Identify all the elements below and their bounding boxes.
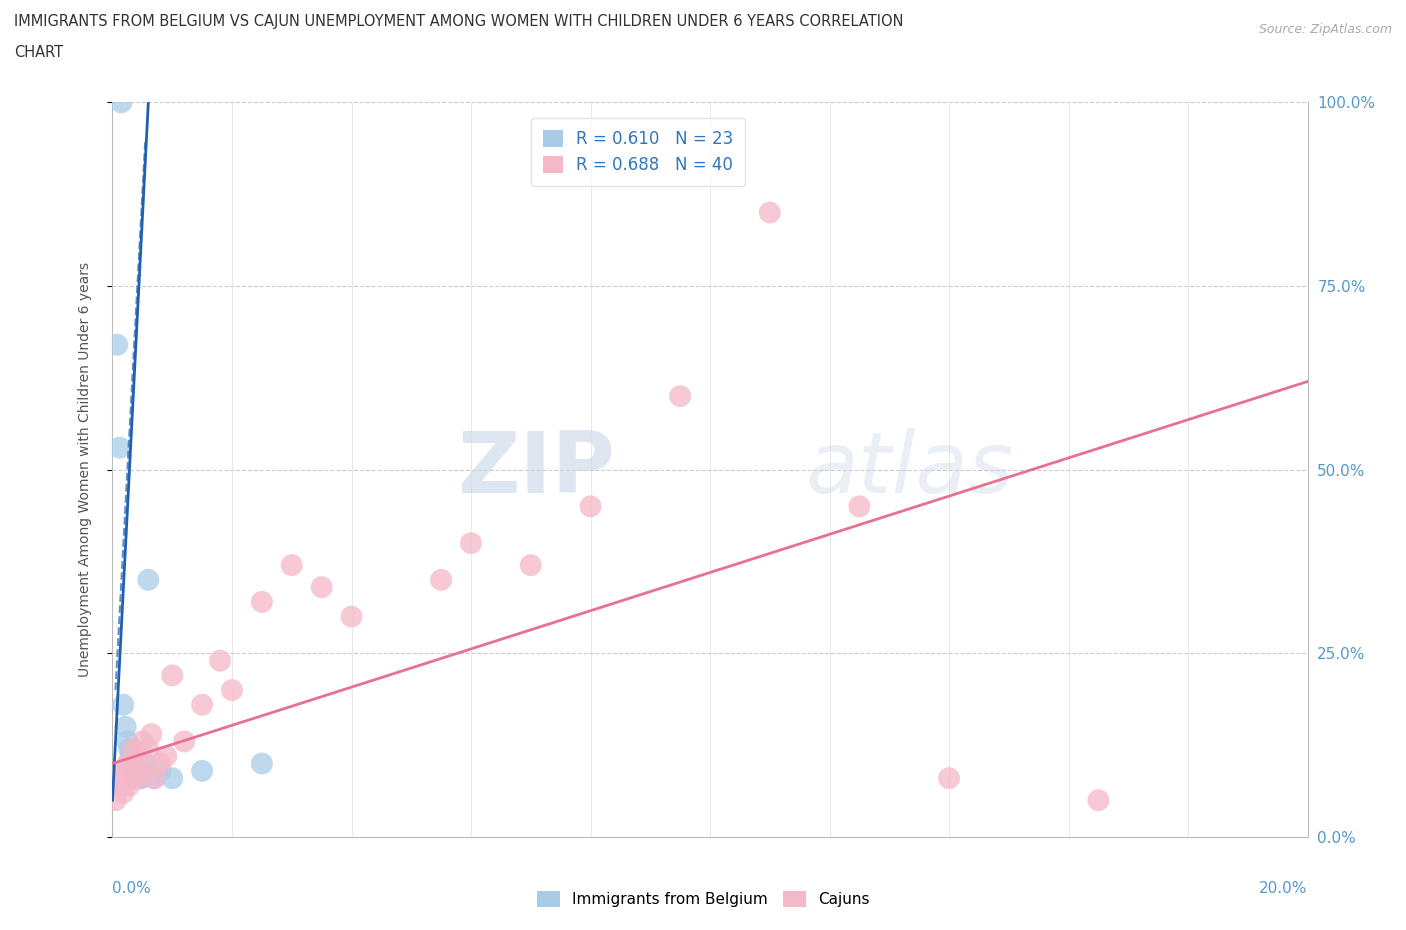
Point: [114, 764, 135, 778]
Text: IMMIGRANTS FROM BELGIUM VS CAJUN UNEMPLOYMENT AMONG WOMEN WITH CHILDREN UNDER 6 : IMMIGRANTS FROM BELGIUM VS CAJUN UNEMPLO…: [14, 14, 904, 29]
Point: [125, 756, 148, 771]
Point: [250, 594, 273, 609]
Point: [110, 778, 132, 793]
Point: [759, 206, 782, 220]
Text: 20.0%: 20.0%: [1260, 881, 1308, 897]
Point: [430, 573, 453, 588]
Point: [114, 720, 136, 735]
Point: [120, 756, 142, 771]
Point: [121, 756, 143, 771]
Point: [125, 756, 148, 771]
Point: [155, 749, 177, 764]
Point: [579, 498, 602, 513]
Point: [209, 653, 232, 668]
Point: [191, 764, 214, 778]
Point: [848, 498, 870, 513]
Point: [112, 786, 135, 801]
Point: [114, 771, 136, 786]
Text: Source: ZipAtlas.com: Source: ZipAtlas.com: [1258, 23, 1392, 36]
Point: [141, 726, 163, 741]
Point: [460, 536, 482, 551]
Point: [121, 771, 143, 786]
Point: [138, 573, 160, 588]
Point: [669, 389, 692, 404]
Point: [112, 698, 135, 712]
Point: [134, 764, 156, 778]
Legend: Immigrants from Belgium, Cajuns: Immigrants from Belgium, Cajuns: [530, 884, 876, 913]
Point: [128, 771, 150, 786]
Point: [340, 609, 363, 624]
Point: [118, 741, 141, 756]
Point: [221, 683, 243, 698]
Point: [149, 756, 172, 771]
Point: [131, 764, 153, 778]
Point: [118, 778, 141, 793]
Point: [162, 771, 183, 786]
Point: [120, 749, 142, 764]
Point: [191, 698, 214, 712]
Text: CHART: CHART: [14, 45, 63, 60]
Legend: R = 0.610   N = 23, R = 0.688   N = 40: R = 0.610 N = 23, R = 0.688 N = 40: [531, 118, 745, 186]
Point: [143, 771, 166, 786]
Point: [110, 95, 132, 110]
Point: [131, 734, 153, 749]
Point: [127, 764, 149, 778]
Point: [134, 756, 156, 771]
Point: [143, 771, 166, 786]
Point: [250, 756, 273, 771]
Point: [107, 771, 129, 786]
Point: [124, 764, 146, 778]
Point: [311, 579, 333, 594]
Point: [938, 771, 960, 786]
Point: [520, 558, 543, 573]
Point: [128, 771, 150, 786]
Point: [162, 668, 183, 683]
Point: [122, 741, 145, 756]
Point: [149, 764, 172, 778]
Point: [122, 756, 145, 771]
Point: [124, 771, 146, 786]
Text: ZIP: ZIP: [457, 428, 614, 512]
Point: [281, 558, 304, 573]
Point: [127, 749, 149, 764]
Point: [1087, 792, 1109, 807]
Point: [129, 771, 152, 786]
Point: [173, 734, 195, 749]
Text: atlas: atlas: [806, 428, 1014, 512]
Point: [117, 734, 139, 749]
Point: [105, 338, 128, 352]
Point: [117, 756, 139, 771]
Y-axis label: Unemployment Among Women with Children Under 6 years: Unemployment Among Women with Children U…: [77, 262, 91, 677]
Point: [108, 440, 131, 455]
Point: [104, 792, 127, 807]
Point: [138, 741, 160, 756]
Text: 0.0%: 0.0%: [112, 881, 152, 897]
